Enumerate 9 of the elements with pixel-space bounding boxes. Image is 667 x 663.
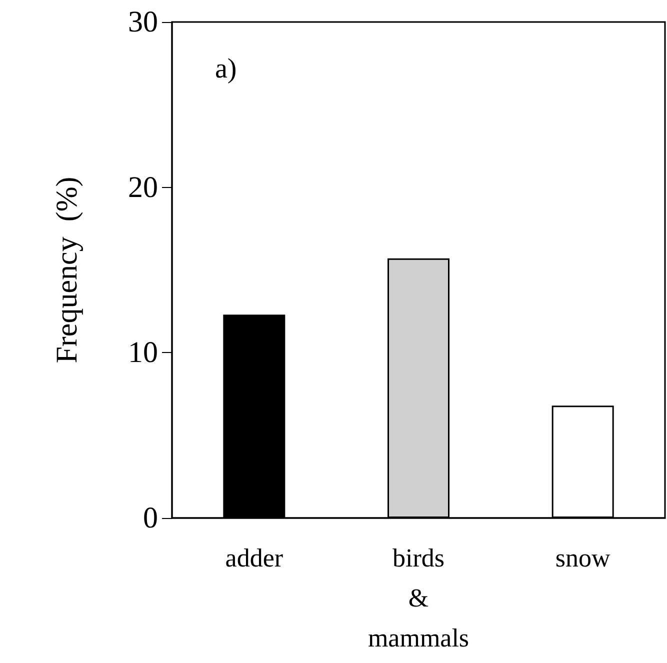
x-tick-label: adder: [225, 544, 284, 572]
annotation: a): [215, 54, 237, 84]
x-tick-label: birds & mammals: [368, 544, 470, 652]
y-tick-label: 0: [143, 502, 158, 534]
y-tick-label: 20: [128, 170, 158, 204]
y-tick-label: 10: [128, 336, 158, 370]
y-tick-label: 30: [128, 6, 158, 38]
y-axis-title: Frequency (%): [50, 176, 84, 364]
x-tick-label: snow: [555, 544, 610, 572]
